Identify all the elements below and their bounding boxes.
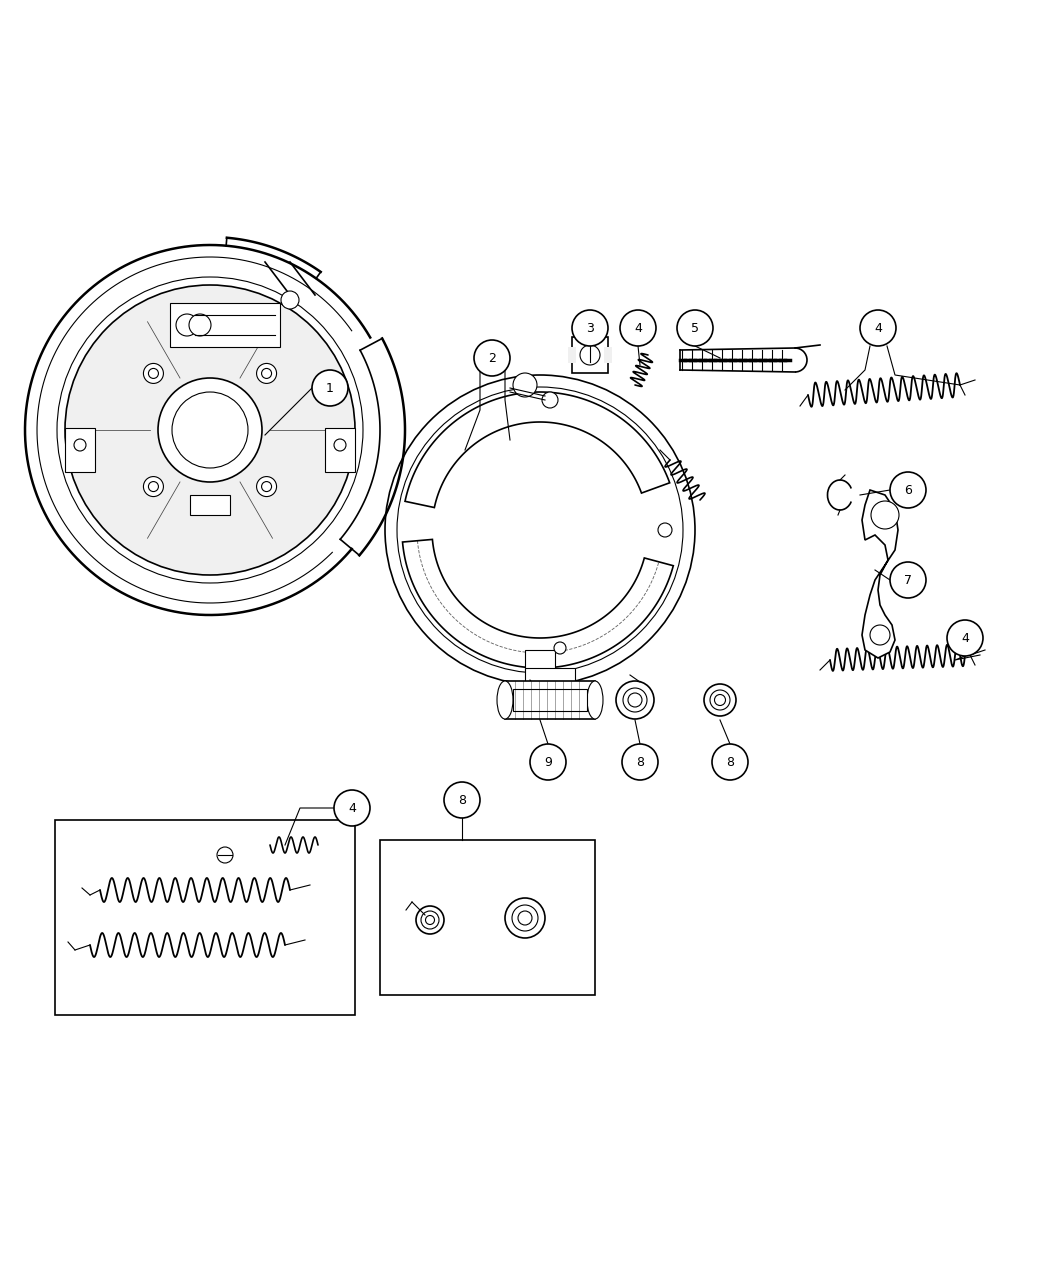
- Circle shape: [890, 472, 926, 507]
- Bar: [513, 688, 587, 711]
- Ellipse shape: [623, 688, 647, 711]
- Ellipse shape: [416, 907, 444, 935]
- Bar: [190, 495, 230, 515]
- Text: 8: 8: [636, 756, 644, 769]
- Polygon shape: [862, 490, 898, 658]
- Text: 4: 4: [961, 631, 969, 644]
- Circle shape: [890, 562, 926, 598]
- Bar: [505, 681, 595, 719]
- Ellipse shape: [518, 912, 532, 924]
- Text: 8: 8: [726, 756, 734, 769]
- Bar: [170, 303, 280, 347]
- Circle shape: [444, 782, 480, 819]
- Bar: [326, 428, 355, 472]
- Circle shape: [712, 745, 748, 780]
- Circle shape: [870, 625, 890, 645]
- Text: 1: 1: [327, 381, 334, 394]
- Polygon shape: [405, 391, 670, 507]
- Circle shape: [860, 310, 896, 346]
- Circle shape: [872, 501, 899, 529]
- Bar: [380, 840, 595, 994]
- Circle shape: [256, 477, 276, 496]
- Circle shape: [513, 374, 537, 397]
- Text: 6: 6: [904, 483, 912, 496]
- Circle shape: [658, 523, 672, 537]
- Ellipse shape: [421, 912, 439, 929]
- Circle shape: [261, 482, 272, 492]
- Circle shape: [74, 439, 86, 451]
- Circle shape: [261, 368, 272, 379]
- Text: 4: 4: [634, 321, 642, 334]
- Text: 4: 4: [874, 321, 882, 334]
- Ellipse shape: [710, 690, 730, 710]
- Text: 8: 8: [458, 793, 466, 807]
- Ellipse shape: [714, 695, 726, 705]
- Bar: [568, 347, 576, 363]
- Circle shape: [622, 745, 658, 780]
- Circle shape: [189, 314, 211, 337]
- Circle shape: [144, 363, 164, 384]
- Circle shape: [256, 363, 276, 384]
- Circle shape: [677, 310, 713, 346]
- Ellipse shape: [704, 683, 736, 717]
- Text: 9: 9: [544, 756, 552, 769]
- Bar: [525, 668, 575, 688]
- Ellipse shape: [587, 681, 603, 719]
- Circle shape: [334, 790, 370, 826]
- Circle shape: [65, 286, 355, 575]
- Bar: [604, 347, 612, 363]
- Text: 2: 2: [488, 352, 496, 365]
- Ellipse shape: [628, 694, 642, 708]
- Text: 5: 5: [691, 321, 699, 334]
- Polygon shape: [402, 539, 673, 668]
- Circle shape: [281, 291, 299, 309]
- Circle shape: [385, 375, 695, 685]
- Ellipse shape: [512, 905, 538, 931]
- Bar: [65, 428, 94, 472]
- Ellipse shape: [616, 681, 654, 719]
- Circle shape: [947, 620, 983, 657]
- Circle shape: [176, 314, 198, 337]
- Circle shape: [144, 477, 164, 496]
- Ellipse shape: [505, 898, 545, 938]
- Circle shape: [580, 346, 600, 365]
- Circle shape: [158, 377, 262, 482]
- Text: 4: 4: [348, 802, 356, 815]
- Ellipse shape: [497, 681, 513, 719]
- Bar: [525, 650, 555, 669]
- Text: 7: 7: [904, 574, 912, 586]
- Bar: [55, 820, 355, 1015]
- Circle shape: [542, 391, 558, 408]
- Circle shape: [312, 370, 348, 405]
- Circle shape: [148, 482, 159, 492]
- Circle shape: [554, 643, 566, 654]
- Circle shape: [172, 391, 248, 468]
- Circle shape: [620, 310, 656, 346]
- Circle shape: [572, 310, 608, 346]
- FancyBboxPatch shape: [572, 337, 608, 374]
- Circle shape: [217, 847, 233, 863]
- Text: 3: 3: [586, 321, 594, 334]
- Ellipse shape: [425, 915, 435, 924]
- Circle shape: [334, 439, 346, 451]
- Circle shape: [530, 745, 566, 780]
- Circle shape: [474, 340, 510, 376]
- Circle shape: [148, 368, 159, 379]
